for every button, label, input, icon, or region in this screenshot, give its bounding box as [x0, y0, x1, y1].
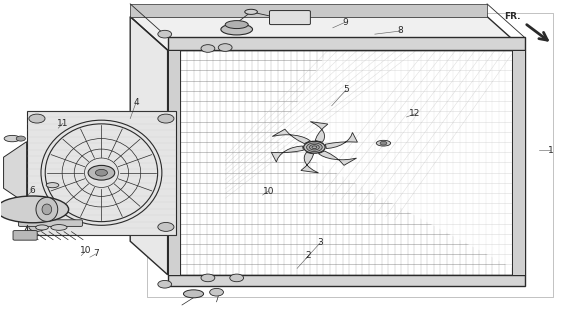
Text: 1: 1	[548, 146, 553, 155]
Polygon shape	[319, 151, 357, 165]
Circle shape	[88, 165, 115, 180]
Ellipse shape	[183, 290, 204, 298]
Polygon shape	[275, 50, 524, 275]
FancyBboxPatch shape	[13, 231, 37, 240]
Ellipse shape	[46, 183, 59, 188]
Text: 10: 10	[80, 246, 92, 255]
Polygon shape	[271, 146, 304, 162]
Circle shape	[95, 169, 107, 176]
Circle shape	[201, 274, 215, 282]
Circle shape	[209, 288, 223, 296]
Polygon shape	[168, 50, 524, 275]
Circle shape	[158, 222, 174, 231]
Text: 7: 7	[93, 250, 99, 259]
Circle shape	[201, 45, 215, 52]
Circle shape	[306, 143, 322, 152]
Text: 9: 9	[342, 18, 348, 27]
Ellipse shape	[51, 225, 67, 230]
Circle shape	[29, 222, 45, 231]
Circle shape	[380, 141, 387, 145]
Circle shape	[230, 274, 243, 282]
Polygon shape	[168, 50, 180, 275]
Ellipse shape	[245, 9, 257, 14]
Polygon shape	[301, 152, 319, 173]
Circle shape	[312, 146, 317, 148]
Circle shape	[309, 145, 319, 150]
Polygon shape	[325, 132, 358, 148]
Ellipse shape	[42, 204, 52, 215]
Circle shape	[158, 114, 174, 123]
FancyBboxPatch shape	[18, 220, 83, 226]
Ellipse shape	[225, 20, 248, 28]
FancyBboxPatch shape	[269, 11, 310, 25]
Ellipse shape	[376, 140, 391, 146]
Text: 12: 12	[410, 109, 421, 118]
Polygon shape	[3, 142, 27, 204]
Text: 11: 11	[57, 119, 69, 128]
Text: 10: 10	[263, 187, 274, 196]
Text: 5: 5	[343, 85, 349, 94]
Polygon shape	[310, 122, 328, 142]
Circle shape	[218, 44, 232, 51]
Circle shape	[304, 141, 325, 153]
Text: 8: 8	[398, 27, 404, 36]
Polygon shape	[27, 111, 176, 235]
Polygon shape	[272, 129, 310, 143]
Polygon shape	[512, 50, 524, 275]
Polygon shape	[130, 17, 524, 50]
Text: 2: 2	[306, 251, 312, 260]
Circle shape	[16, 136, 25, 141]
Circle shape	[29, 114, 45, 123]
Polygon shape	[130, 17, 168, 275]
Polygon shape	[168, 37, 524, 50]
Circle shape	[158, 280, 171, 288]
Text: 3: 3	[317, 238, 323, 247]
Ellipse shape	[0, 196, 69, 223]
Ellipse shape	[36, 225, 48, 230]
Polygon shape	[130, 4, 487, 17]
Polygon shape	[168, 275, 524, 286]
Ellipse shape	[221, 24, 253, 35]
Ellipse shape	[36, 197, 58, 221]
Text: 4: 4	[133, 98, 139, 107]
Ellipse shape	[4, 135, 20, 142]
Text: 6: 6	[29, 186, 35, 195]
Text: FR.: FR.	[504, 12, 520, 21]
Circle shape	[158, 30, 171, 38]
